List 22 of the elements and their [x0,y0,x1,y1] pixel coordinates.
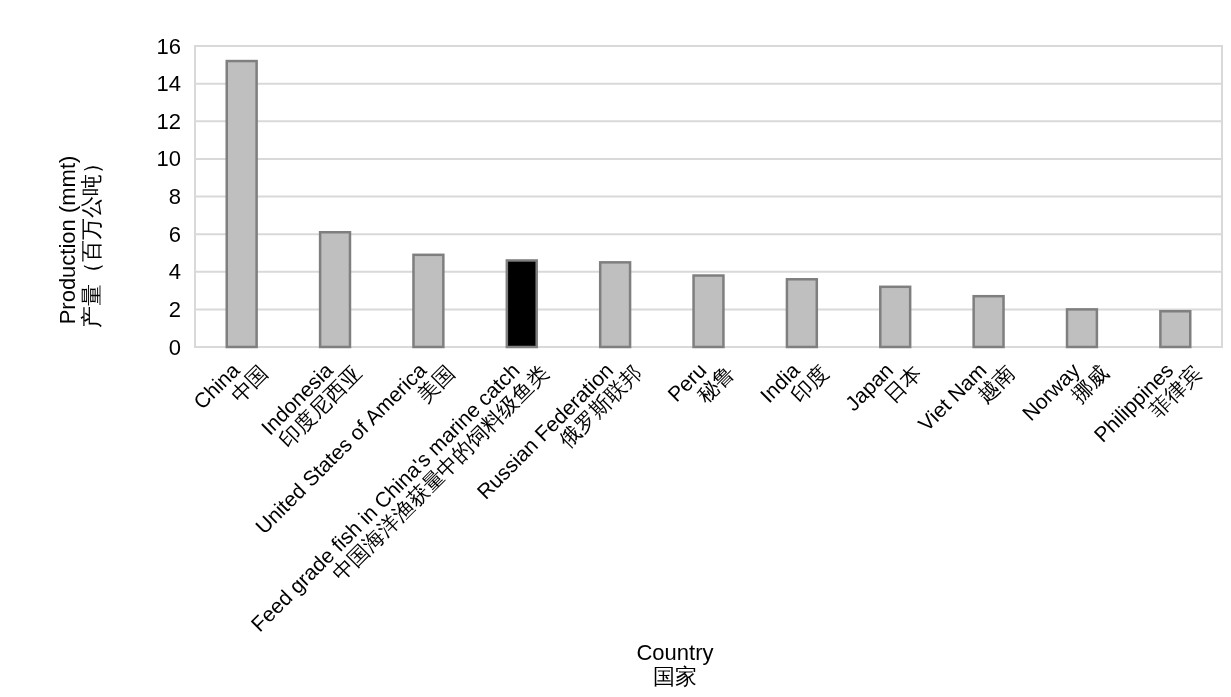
bar [692,274,725,349]
bar [1159,310,1192,349]
bar [879,285,912,349]
y-tick-label: 6 [168,221,181,247]
bar [505,259,538,349]
bar [785,278,819,349]
y-tick-label: 4 [168,259,181,285]
y-tick-label: 8 [168,184,181,210]
bar [598,261,632,349]
y-tick-label: 2 [168,296,181,322]
x-axis-title: Country 国家 [636,640,714,690]
y-tick-label: 10 [156,146,181,172]
y-tick-label: 12 [156,108,181,134]
y-tick-label: 14 [156,71,181,97]
bar [972,294,1005,349]
y-tick-label: 16 [156,33,181,59]
bar [225,59,258,349]
bar [318,230,352,349]
bar [412,253,445,349]
bar [1065,308,1099,349]
y-axis-title: Production (mmt) 产量（百万公吨） [55,152,105,328]
y-tick-label: 0 [168,334,181,360]
